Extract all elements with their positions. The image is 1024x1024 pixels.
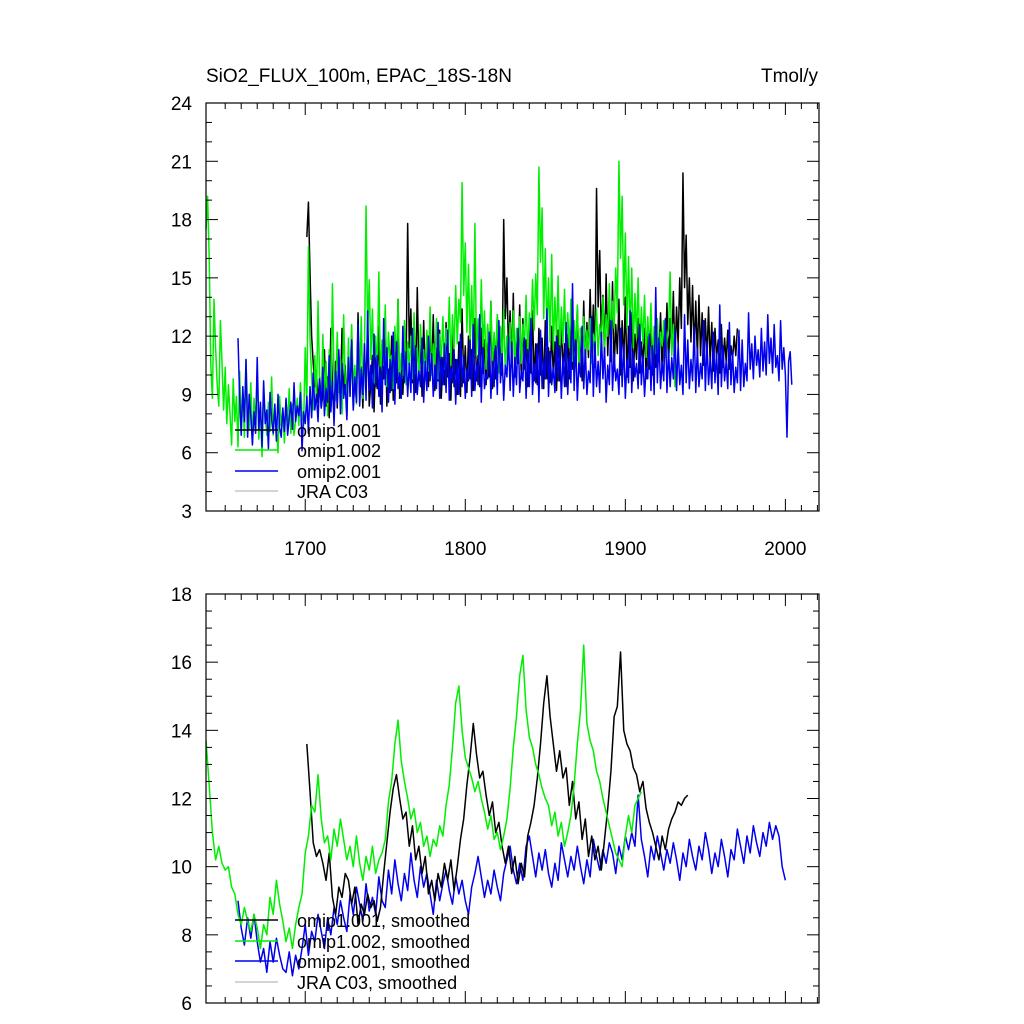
series-line-omip2-001-smoothed <box>237 794 787 977</box>
y-tick-label: 6 <box>181 994 192 1015</box>
legend-label-omip1-002-smoothed: omip1.002, smoothed <box>297 932 470 952</box>
legend-label-jra-c03: JRA C03 <box>297 482 368 502</box>
legend-label-jra-c03-smoothed: JRA C03, smoothed <box>297 973 457 993</box>
legend-label-omip1-001: omip1.001 <box>297 421 381 441</box>
y-tick-label: 14 <box>171 721 193 742</box>
legend-label-omip2-001: omip2.001 <box>297 462 381 482</box>
top-panel: 3 6 9 12 15 18 21 24 1700 1800 1900 2000 <box>171 94 820 560</box>
y-tick-label: 24 <box>171 94 193 115</box>
x-tick-label: 1700 <box>284 539 326 560</box>
y-tick-label: 6 <box>181 444 192 465</box>
legend-label-omip1-001-smoothed: omip1.001, smoothed <box>297 911 470 931</box>
y-tick-label: 12 <box>171 790 192 811</box>
y-tick-label: 10 <box>171 858 192 879</box>
series-line-omip1-001-smoothed <box>306 651 689 926</box>
plot-frame <box>205 102 820 512</box>
y-tick-label: 18 <box>171 585 192 606</box>
y-tick-label: 21 <box>171 152 192 173</box>
top-legend: omip1.001 omip1.002 omip2.001 JRA C03 <box>235 421 381 502</box>
y-tick-label: 15 <box>171 269 192 290</box>
y-tick-label: 16 <box>171 653 192 674</box>
legend-label-omip2-001-smoothed: omip2.001, smoothed <box>297 952 470 972</box>
x-tick-label: 1800 <box>444 539 486 560</box>
x-tick-label: 2000 <box>764 539 806 560</box>
series-line-omip1-002-smoothed <box>205 644 643 950</box>
y-tick-label: 8 <box>181 926 192 947</box>
bottom-panel: 6 8 10 12 14 16 18 <box>171 585 820 1015</box>
y-tick-label: 12 <box>171 327 192 348</box>
y-tick-label: 9 <box>181 385 192 406</box>
units-label: Tmol/y <box>761 66 819 87</box>
x-tick-label: 1900 <box>604 539 646 560</box>
legend-label-omip1-002: omip1.002 <box>297 441 381 461</box>
chart-title: SiO2_FLUX_100m, EPAC_18S-18N <box>206 66 512 87</box>
y-tick-label: 3 <box>181 502 192 523</box>
y-tick-label: 18 <box>171 211 192 232</box>
bottom-legend: omip1.001, smoothed omip1.002, smoothed … <box>235 911 470 993</box>
series-line-omip2-001 <box>237 282 793 452</box>
